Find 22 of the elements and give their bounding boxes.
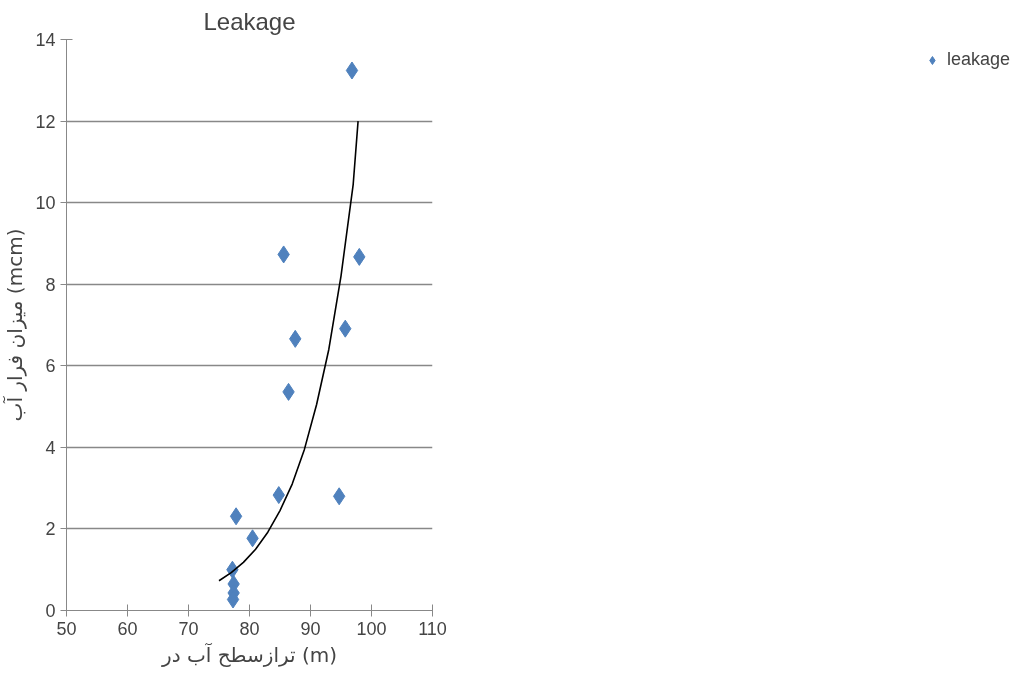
chart-title: Leakage <box>203 7 296 35</box>
y-tick-label: 2 <box>45 519 56 540</box>
x-tick-label: 80 <box>239 618 260 639</box>
y-tick-label: 8 <box>45 274 56 295</box>
point <box>345 61 359 80</box>
y-tick-label: 0 <box>45 601 56 621</box>
x-tick-label: 50 <box>56 618 77 639</box>
x-tick-label: 100 <box>356 618 387 639</box>
point <box>229 507 243 526</box>
y-tick-label: 4 <box>45 437 56 458</box>
x-axis-title: ترازسطح آب در (m) <box>161 641 338 667</box>
x-tick-label: 90 <box>300 618 321 639</box>
x-tick-label: 110 <box>418 618 447 639</box>
y-tick-label: 10 <box>35 193 56 214</box>
legend-label: leakage <box>946 49 1010 70</box>
x-tick-label: 60 <box>117 618 138 639</box>
y-tick-label: 6 <box>45 356 56 377</box>
line-series <box>218 120 359 582</box>
y-axis-title: میزان فرار آب (mcm) <box>2 228 28 422</box>
x-tick-label: 70 <box>178 618 199 639</box>
y-tick-label: 14 <box>35 30 56 50</box>
y-tick-label: 12 <box>35 111 56 132</box>
